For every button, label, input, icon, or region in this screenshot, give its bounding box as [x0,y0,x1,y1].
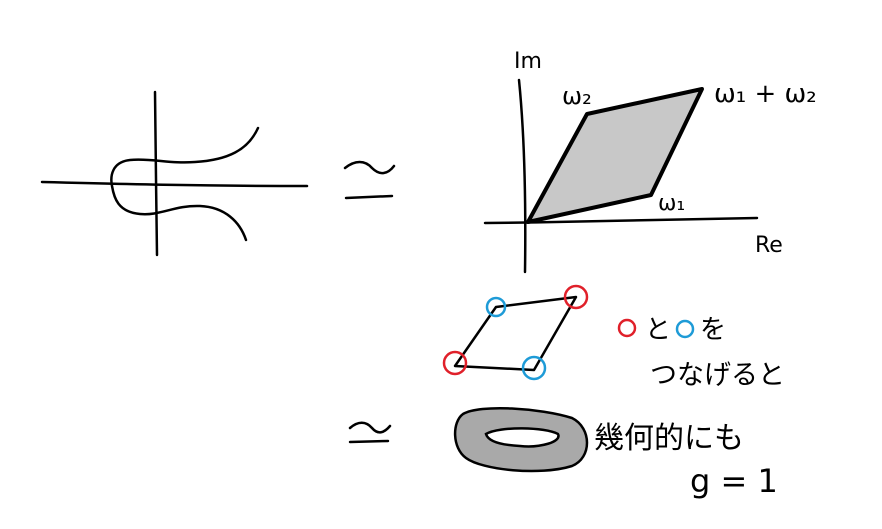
w1-plus-w2-label: ω₁ + ω₂ [714,79,817,109]
blue-marker-legend [675,319,695,339]
y-axis [153,90,159,257]
im-axis-label: Im [514,49,542,74]
torus-note: 幾何的にも g = 1 [594,421,778,500]
elliptic-curve [110,126,260,242]
blue-corner-marker [521,355,547,381]
torus-note-line1: 幾何的にも [594,421,744,456]
w2-label: ω₂ [562,82,592,110]
genus-label: g = 1 [690,462,778,500]
gluing-note-wo: を [700,315,726,345]
period-parallelogram [526,87,704,224]
re-axis [483,216,759,225]
red-corner-marker [442,350,468,376]
equiv-symbol-top [343,160,396,200]
gluing-parallelogram-outline [453,295,578,372]
gluing-note-line2: つなげると [650,360,785,391]
gluing-note: と を つなげると [617,315,785,391]
torus [453,407,589,473]
im-axis [517,78,527,274]
w1-label: ω₁ [658,191,685,216]
torus-hole [484,427,560,448]
blue-corner-marker [485,296,507,318]
equiv-symbol-bottom [348,421,392,444]
elliptic-curve-plot [40,90,309,257]
gluing-note-to: と [645,315,671,345]
red-marker-legend [617,318,637,338]
re-axis-label: Re [755,233,783,258]
gluing-parallelogram [442,284,589,381]
complex-plane: Im Re ω₂ ω₁ ω₁ + ω₂ [483,49,817,274]
red-corner-marker [563,284,589,310]
x-axis [40,180,309,188]
